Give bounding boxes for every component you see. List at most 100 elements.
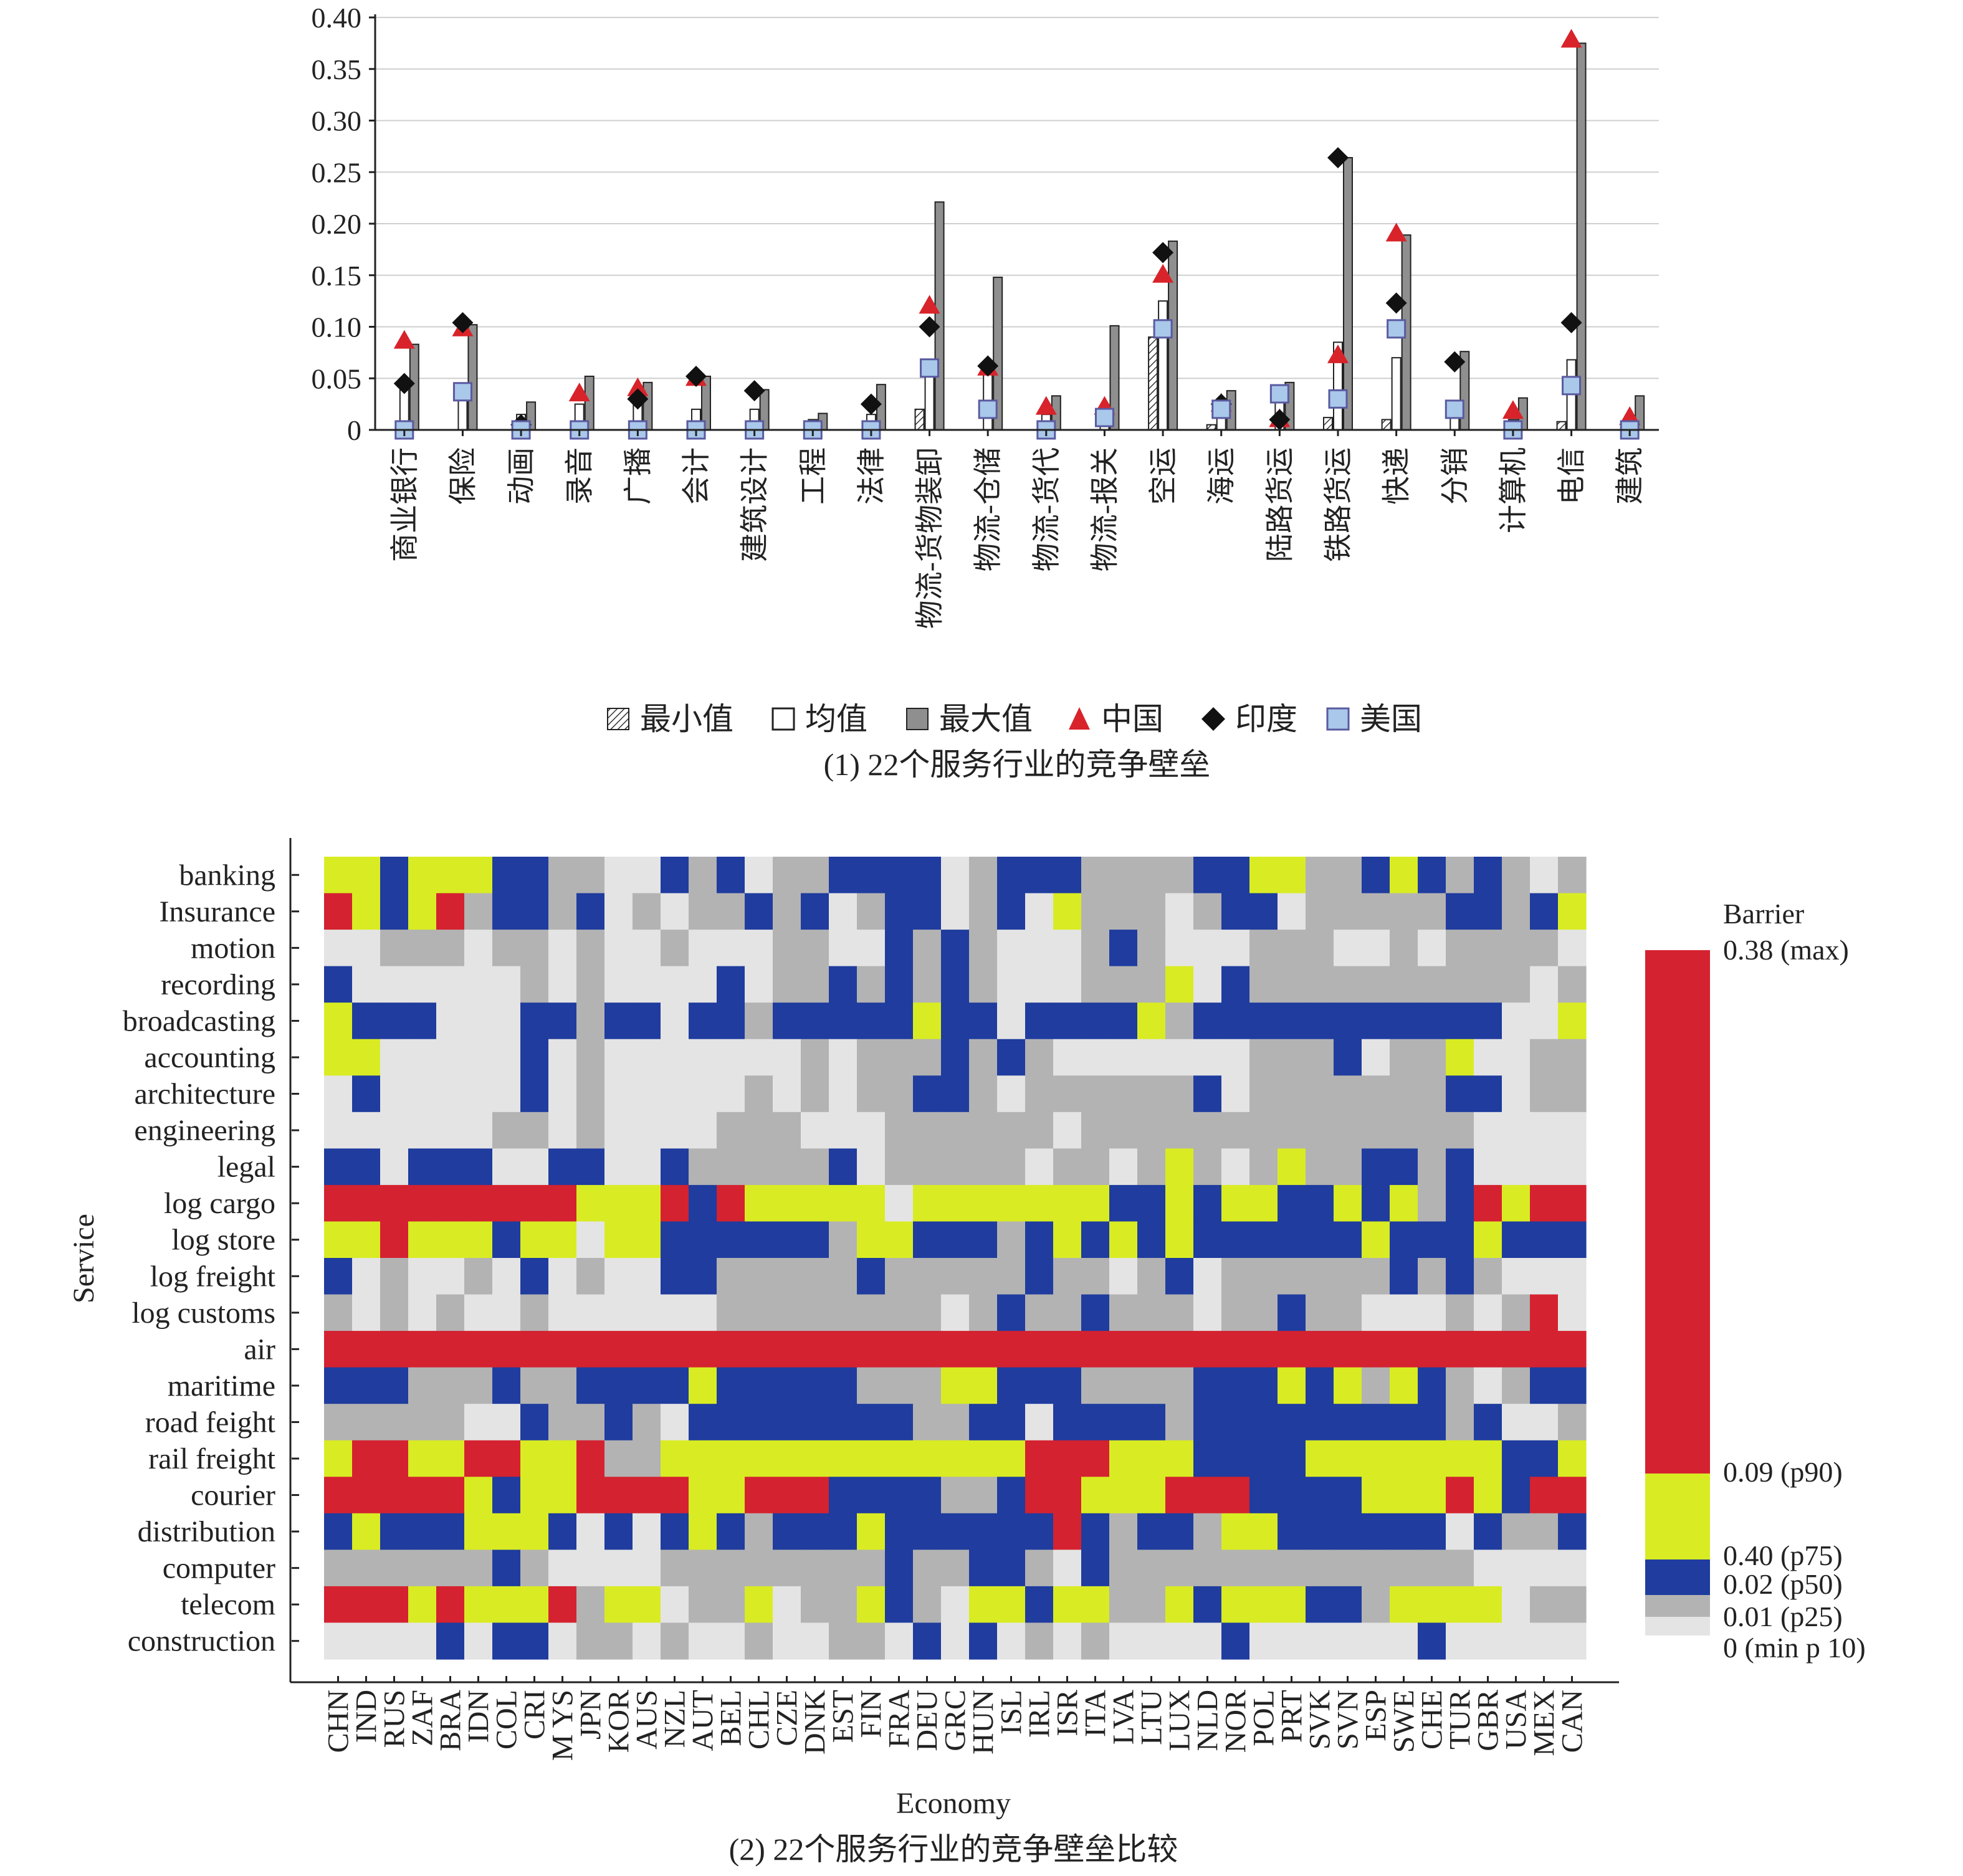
heatmap-cell	[857, 1477, 886, 1514]
heatmap-cell	[1053, 1440, 1082, 1477]
row-label: motion	[191, 931, 275, 964]
heatmap-cell	[1446, 1331, 1474, 1368]
heatmap-cell	[829, 1622, 857, 1660]
legend-label: 美国	[1360, 702, 1422, 736]
column-label: M YS	[547, 1690, 580, 1761]
heatmap-cell	[492, 857, 521, 894]
heatmap-cell	[1053, 1513, 1082, 1550]
heatmap-cell	[1165, 1258, 1194, 1295]
heatmap-cell	[1249, 1367, 1278, 1404]
heatmap-cell	[1558, 1294, 1587, 1331]
heatmap-cell	[548, 1294, 577, 1331]
heatmap-cell	[633, 1039, 661, 1076]
heatmap-cell	[1558, 1184, 1587, 1222]
heatmap-cell	[492, 1148, 521, 1186]
heatmap-cell	[857, 1112, 886, 1149]
heatmap-cell	[1474, 1367, 1502, 1404]
heatmap-cell	[969, 1148, 998, 1186]
heatmap-cell	[492, 1112, 521, 1149]
heatmap-cell	[1053, 1039, 1082, 1076]
color-scale-legend: Barrier 0.38 (max)0.09 (p90)0.40 (p75)0.…	[1645, 898, 1866, 1664]
heatmap-cell	[1446, 1513, 1474, 1550]
heatmap-cell	[717, 930, 745, 967]
heatmap-cell	[1137, 893, 1166, 930]
usa-marker	[1445, 399, 1464, 419]
heatmap-cell	[464, 1039, 493, 1076]
heatmap-cell	[1558, 930, 1587, 967]
heatmap-cell	[1278, 1477, 1306, 1514]
row-label: distribution	[138, 1515, 275, 1548]
heatmap-cell	[436, 1112, 465, 1149]
heatmap-cell	[604, 1148, 633, 1186]
heatmap-cell	[1362, 1258, 1390, 1295]
heatmap-cell	[661, 1112, 689, 1149]
heatmap-cell	[1249, 1513, 1278, 1550]
heatmap-cell	[492, 966, 521, 1003]
heatmap-cell	[604, 1440, 633, 1477]
heatmap-cell	[745, 1513, 773, 1550]
heatmap-cell	[941, 966, 970, 1003]
india-marker	[1327, 147, 1349, 169]
heatmap-cell	[661, 1002, 689, 1040]
heatmap-cell	[464, 1184, 493, 1222]
heatmap-cell	[1362, 930, 1390, 967]
heatmap-cell	[1221, 1331, 1250, 1368]
heatmap-cell	[885, 1075, 914, 1113]
heatmap-cell	[1137, 1550, 1166, 1587]
heatmap-cell	[773, 1477, 801, 1514]
row-label: accounting	[144, 1041, 275, 1074]
column-label: NZL	[659, 1690, 692, 1748]
heatmap-cell	[1109, 1002, 1138, 1040]
heatmap-cell	[1249, 1550, 1278, 1587]
heatmap-cell	[1418, 1039, 1446, 1076]
heatmap-cell	[885, 1513, 914, 1550]
heatmap-cell	[1081, 1622, 1110, 1660]
heatmap-cell	[997, 893, 1026, 930]
heatmap-cell	[689, 1221, 717, 1259]
heatmap-cell	[1025, 1039, 1054, 1076]
heatmap-cell	[661, 1622, 689, 1660]
heatmap-cell	[352, 1331, 381, 1368]
heatmap-cell	[829, 1513, 857, 1550]
row-label: log cargo	[164, 1187, 275, 1220]
heatmap-cell	[576, 857, 605, 894]
heatmap-cell	[633, 893, 661, 930]
heatmap-cell	[1474, 1550, 1502, 1587]
heatmap-cell	[885, 1294, 914, 1331]
heatmap-cell	[1193, 893, 1222, 930]
heatmap-cell	[941, 930, 970, 967]
heatmap-cell	[408, 1550, 437, 1587]
heatmap-cell	[885, 1112, 914, 1149]
heatmap-cell	[576, 1221, 605, 1259]
heatmap-cell	[885, 966, 914, 1003]
heatmap-cell	[1081, 857, 1110, 894]
heatmap-cell	[464, 1477, 493, 1514]
heatmap-cell	[801, 1112, 829, 1149]
heatmap-cell	[324, 1039, 353, 1076]
heatmap-cell	[492, 1513, 521, 1550]
usa-marker	[1153, 319, 1173, 339]
heatmap-cell	[941, 1513, 970, 1550]
heatmap-cell	[352, 1404, 381, 1441]
heatmap-cell	[1446, 1440, 1474, 1477]
heatmap-cell	[997, 1440, 1026, 1477]
heatmap-cell	[520, 1586, 549, 1624]
heatmap-cell	[885, 1477, 914, 1514]
heatmap-cell	[717, 857, 745, 894]
heatmap-cell	[1193, 1002, 1222, 1040]
row-label: courier	[191, 1479, 275, 1512]
heatmap-cell	[604, 1586, 633, 1624]
heatmap-cell	[380, 1367, 409, 1404]
heatmap-cell	[1249, 1039, 1278, 1076]
row-label: recording	[161, 968, 275, 1001]
heatmap-cell	[1446, 930, 1474, 967]
heatmap-cell	[857, 1294, 886, 1331]
heatmap-cell	[1165, 857, 1194, 894]
heatmap-cell	[689, 1148, 717, 1186]
heatmap-cell	[857, 1404, 886, 1441]
legend-item: 印度	[1201, 702, 1297, 736]
heatmap-cell	[1278, 1367, 1306, 1404]
heatmap-cell	[1109, 1331, 1138, 1368]
heatmap-cell	[1530, 1294, 1559, 1331]
heatmap-cell	[1334, 930, 1362, 967]
